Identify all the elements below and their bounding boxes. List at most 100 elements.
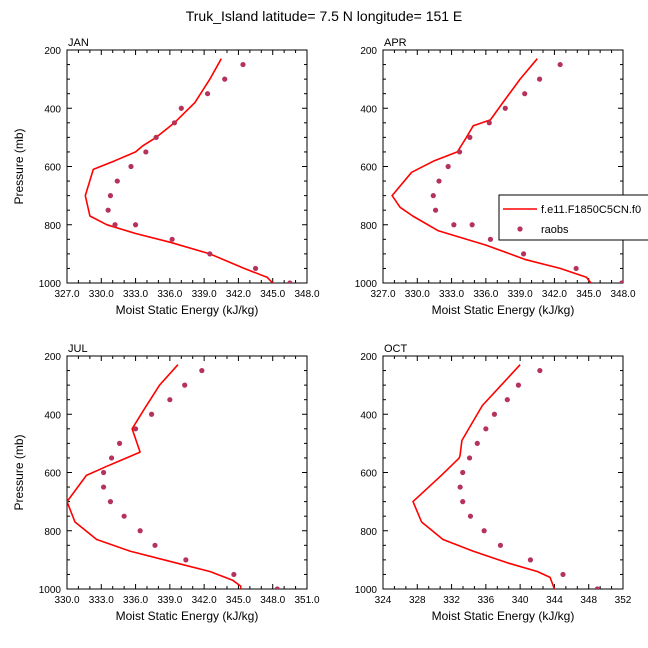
chart-panel-jul: 330.0 333.0 336.0 339.0 342.0 345.0 348.0 351.0…	[12, 343, 320, 623]
legend-label-model: f.e11.F1850C5CN.f0	[541, 204, 641, 216]
plot-data	[412, 364, 600, 589]
x-tick-label: 345.0	[226, 595, 251, 606]
x-tick-label: 342.0	[192, 595, 217, 606]
x-tick-label: 348	[580, 595, 597, 606]
raobs-point	[252, 265, 259, 272]
raobs-point	[445, 163, 451, 170]
x-tick-label: 332	[443, 595, 460, 606]
legend-box	[498, 194, 648, 241]
raobs-point	[114, 178, 120, 184]
plot-frame	[66, 49, 308, 284]
x-tick-label: 344	[546, 595, 563, 606]
raobs-point	[100, 484, 107, 490]
raobs-point	[487, 236, 494, 242]
raobs-point	[456, 149, 463, 155]
raobs-point	[436, 178, 442, 184]
raobs-point	[432, 207, 439, 213]
raobs-point	[143, 149, 149, 155]
y-tick-label: 600	[360, 469, 377, 480]
raobs-point	[457, 484, 463, 490]
x-tick-label: 339.0	[508, 289, 533, 300]
x-tick-label: 336.0	[473, 289, 498, 300]
x-tick-label: 345.0	[260, 289, 285, 300]
raobs-point	[137, 528, 143, 534]
x-tick-label: 330.0	[54, 595, 79, 606]
x-tick-label: 352	[615, 595, 632, 606]
raobs-point	[491, 411, 498, 417]
x-tick-label: 333.0	[439, 289, 464, 300]
raobs-point	[467, 134, 473, 140]
raobs-point	[240, 61, 246, 68]
raobs-point	[100, 469, 107, 476]
raobs-point	[483, 426, 489, 432]
raobs-point	[467, 513, 474, 519]
y-tick-label: 600	[44, 469, 61, 480]
x-axis-title: Moist Static Energy (kJ/kg)	[116, 609, 259, 623]
y-tick-label: 600	[44, 163, 61, 174]
raobs-point	[451, 222, 457, 228]
x-tick-label: 339.0	[157, 595, 182, 606]
x-tick-label: 330.0	[89, 289, 114, 300]
x-tick-label: 330.0	[405, 289, 430, 300]
raobs-point	[148, 411, 155, 417]
raobs-point	[132, 426, 139, 432]
model-profile-line	[67, 364, 242, 589]
x-tick-label: 342.0	[542, 289, 567, 300]
figure-title: Truk_Island latitude= 7.5 N longitude= 1…	[186, 8, 463, 24]
y-tick-label: 400	[360, 410, 377, 421]
y-tick-label: 200	[360, 352, 377, 363]
legend: f.e11.F1850C5CN.f0 raobs	[498, 194, 648, 241]
raobs-point	[287, 280, 293, 283]
x-tick-label: 345.0	[576, 289, 601, 300]
x-tick-label: 333.0	[89, 595, 114, 606]
raobs-point	[537, 367, 543, 374]
y-tick-label: 600	[360, 163, 377, 174]
x-tick-label: 324	[375, 595, 392, 606]
y-tick-label: 1000	[39, 279, 62, 290]
y-tick-label: 800	[360, 221, 377, 232]
raobs-point	[527, 557, 534, 563]
raobs-point	[557, 61, 563, 68]
panel-label: OCT	[384, 343, 408, 355]
x-tick-label: 348.0	[294, 289, 319, 300]
raobs-point	[153, 134, 159, 140]
x-axis-title: Moist Static Energy (kJ/kg)	[116, 303, 259, 317]
x-tick-label: 336.0	[157, 289, 182, 300]
y-tick-label: 800	[44, 221, 61, 232]
raobs-point	[573, 265, 579, 272]
raobs-point	[222, 76, 228, 82]
x-tick-label: 336	[478, 595, 495, 606]
legend-marker-swatch	[517, 226, 523, 232]
y-tick-label: 400	[44, 410, 61, 421]
raobs-point	[132, 222, 139, 228]
plot-data	[84, 58, 293, 283]
x-tick-label: 342.0	[226, 289, 251, 300]
raobs-point	[171, 120, 178, 126]
panel-label: APR	[384, 37, 407, 49]
raobs-point	[169, 236, 175, 242]
y-tick-label: 200	[360, 46, 377, 57]
plot-data	[67, 364, 280, 589]
x-tick-label: 336.0	[123, 595, 148, 606]
x-tick-label: 328	[409, 595, 426, 606]
raobs-point	[536, 76, 543, 82]
raobs-point	[497, 542, 504, 548]
x-tick-label: 333.0	[123, 289, 148, 300]
chart-panel-oct: 324 328 332 336 340 344 348 352 200 400 600 800 1000…	[355, 343, 632, 623]
raobs-point	[116, 440, 123, 446]
raobs-point	[204, 91, 211, 97]
raobs-point	[107, 193, 114, 199]
panel-label: JUL	[68, 343, 88, 355]
y-tick-label: 400	[44, 104, 61, 115]
raobs-point	[520, 251, 527, 257]
x-tick-label: 348.0	[610, 289, 635, 300]
raobs-point	[466, 455, 473, 461]
raobs-point	[107, 499, 114, 505]
chart-panel-jan: 327.0 330.0 333.0 336.0 339.0 342.0 345.0 348.0…	[12, 37, 320, 317]
raobs-point	[231, 571, 237, 578]
raobs-point	[105, 207, 111, 213]
y-tick-label: 200	[44, 46, 61, 57]
raobs-point	[430, 193, 436, 199]
model-profile-line	[391, 58, 592, 283]
